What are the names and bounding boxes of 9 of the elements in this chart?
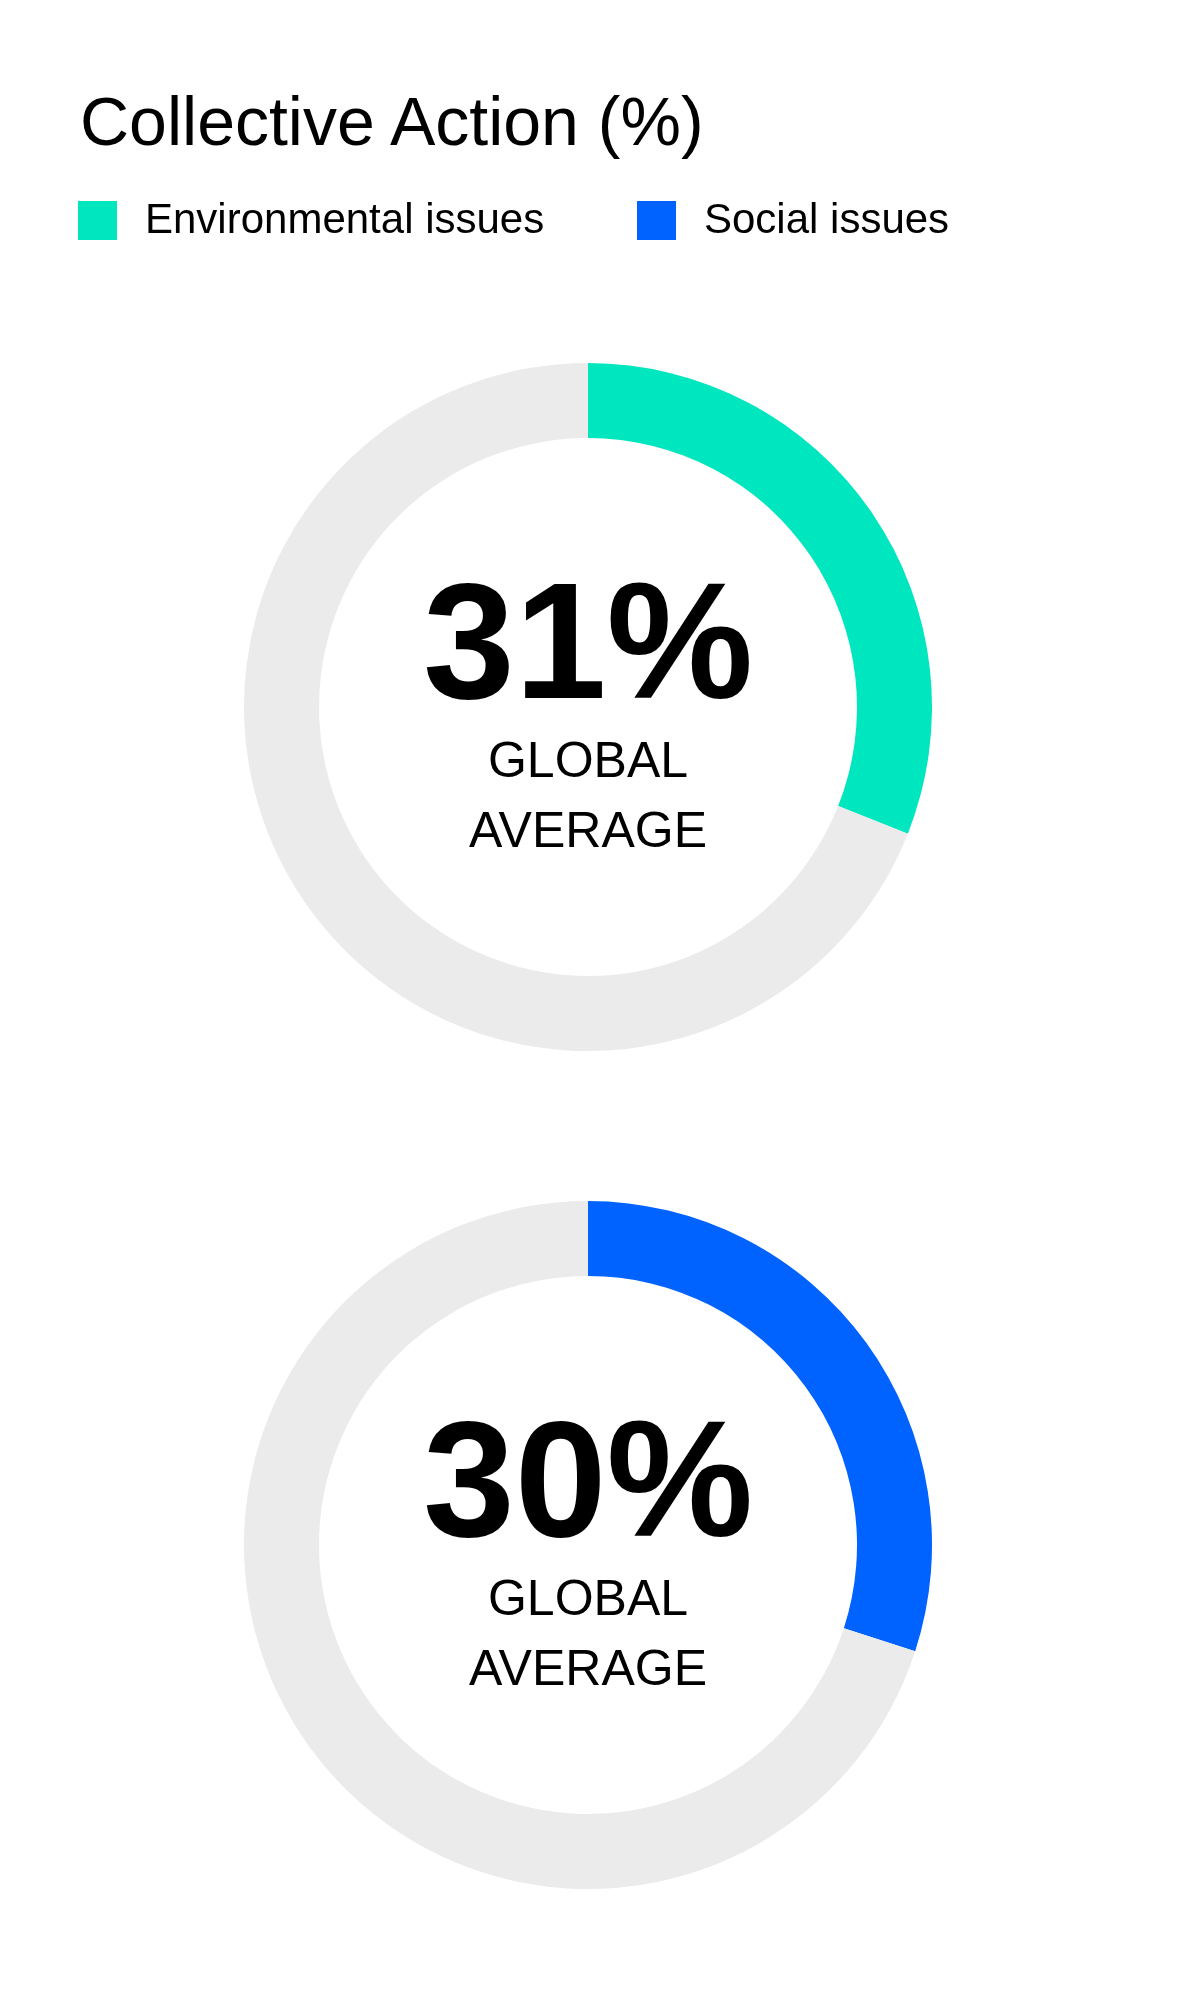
donut-slice xyxy=(244,1201,916,1889)
donut-slice xyxy=(244,363,908,1051)
data-label: 31% xyxy=(422,549,754,733)
chart-title: Collective Action (%) xyxy=(80,83,704,159)
text: GLOBAL AVERAGE xyxy=(468,732,708,858)
legend-label: Environmental issues xyxy=(145,195,545,242)
data-label: 30% xyxy=(422,1387,754,1571)
text: GLOBAL AVERAGE xyxy=(468,1570,708,1696)
legend-label: Social issues xyxy=(704,195,950,242)
